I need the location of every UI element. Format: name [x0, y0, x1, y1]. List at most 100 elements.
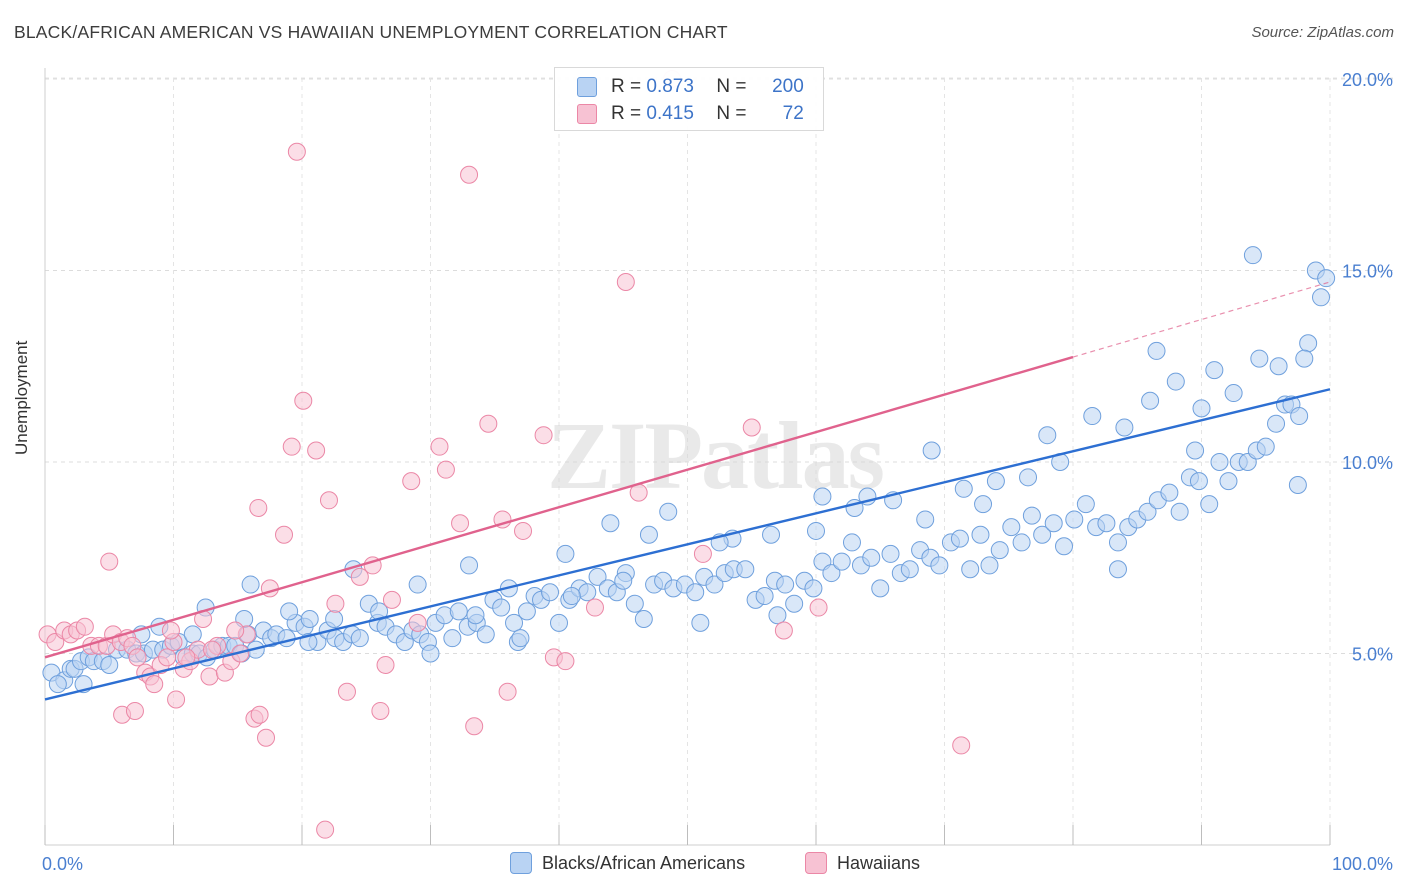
point-blacks — [634, 610, 653, 629]
point-blacks — [1210, 453, 1229, 471]
point-blacks — [492, 598, 511, 617]
point-blacks — [691, 613, 710, 632]
point-blacks — [1033, 525, 1052, 544]
y-tick-label: 20.0% — [1342, 70, 1393, 90]
point-blacks — [466, 606, 485, 625]
point-blacks — [807, 521, 825, 540]
point-hawaiians — [326, 594, 345, 613]
point-blacks — [1002, 518, 1021, 537]
point-blacks — [1200, 495, 1219, 514]
point-blacks — [971, 525, 990, 544]
point-hawaiians — [952, 736, 971, 755]
n-value: 200 — [772, 76, 804, 97]
point-blacks — [922, 441, 941, 460]
point-blacks — [961, 560, 980, 579]
point-blacks — [1115, 418, 1134, 437]
point-blacks — [755, 587, 774, 606]
point-blacks — [505, 613, 524, 632]
n-value: 72 — [782, 103, 804, 124]
legend-item-blacks[interactable]: Blacks/African Americans — [510, 852, 745, 874]
point-hawaiians — [514, 521, 533, 540]
point-blacks — [776, 575, 795, 594]
point-hawaiians — [460, 165, 479, 184]
r-label: R = — [611, 103, 642, 124]
point-blacks — [350, 629, 369, 648]
point-blacks — [1295, 349, 1314, 368]
point-blacks — [842, 533, 861, 552]
point-hawaiians — [75, 617, 94, 636]
point-hawaiians — [125, 701, 144, 720]
point-hawaiians — [250, 705, 269, 724]
point-hawaiians — [451, 514, 470, 533]
point-blacks — [100, 655, 119, 674]
point-blacks — [443, 629, 462, 648]
point-blacks — [588, 567, 607, 586]
point-blacks — [1108, 533, 1127, 552]
point-blacks — [517, 602, 536, 621]
point-blacks — [556, 544, 575, 563]
legend-item-hawaiians[interactable]: Hawaiians — [805, 852, 920, 874]
point-blacks — [1267, 414, 1286, 433]
point-blacks — [1243, 246, 1262, 265]
point-blacks — [950, 529, 969, 548]
trend-line-blacks — [44, 388, 1331, 701]
point-blacks — [476, 625, 495, 644]
point-hawaiians — [616, 272, 635, 291]
watermark: ZIPatlas — [547, 402, 884, 509]
y-tick-label: 10.0% — [1342, 453, 1393, 473]
hawaiians-swatch — [577, 104, 597, 124]
point-blacks — [449, 602, 468, 621]
point-blacks — [862, 548, 881, 567]
point-blacks — [954, 479, 973, 498]
point-hawaiians — [100, 552, 119, 571]
point-blacks — [871, 579, 890, 598]
chart-title: BLACK/AFRICAN AMERICAN VS HAWAIIAN UNEMP… — [14, 22, 728, 42]
r-value: 0.415 — [646, 103, 694, 124]
point-blacks — [48, 675, 67, 694]
point-hawaiians — [534, 426, 553, 445]
point-blacks — [562, 587, 581, 606]
point-blacks — [974, 495, 993, 514]
point-blacks — [1312, 288, 1331, 307]
point-hawaiians — [402, 472, 421, 491]
point-blacks — [1219, 472, 1238, 491]
point-blacks — [1022, 506, 1041, 525]
trend-lines — [44, 281, 1331, 701]
point-blacks — [1083, 407, 1102, 426]
point-hawaiians — [226, 621, 245, 640]
point-hawaiians — [774, 621, 793, 640]
point-blacks — [986, 472, 1005, 491]
point-hawaiians — [316, 820, 335, 839]
point-blacks — [1076, 495, 1095, 514]
x-tick-label: 100.0% — [1332, 854, 1393, 874]
point-blacks — [277, 629, 296, 648]
point-blacks — [813, 487, 832, 506]
r-value: 0.873 — [646, 76, 694, 97]
point-blacks — [1065, 510, 1084, 529]
point-hawaiians — [430, 437, 449, 456]
point-blacks — [1192, 399, 1211, 418]
point-blacks — [1224, 384, 1243, 403]
y-tick-label: 5.0% — [1352, 645, 1393, 665]
point-hawaiians — [167, 690, 186, 709]
point-hawaiians — [282, 437, 301, 456]
point-blacks — [1317, 269, 1336, 288]
point-hawaiians — [479, 414, 498, 433]
point-hawaiians — [585, 598, 604, 617]
point-blacks — [1250, 349, 1269, 368]
point-blacks — [686, 583, 705, 602]
point-blacks — [541, 583, 560, 602]
n-label: N = — [716, 103, 747, 124]
point-blacks — [1038, 426, 1057, 445]
point-blacks — [601, 514, 620, 533]
point-blacks — [881, 544, 900, 563]
point-blacks — [1108, 560, 1127, 579]
point-hawaiians — [382, 590, 401, 609]
point-hawaiians — [203, 640, 222, 659]
point-blacks — [280, 602, 299, 621]
point-blacks — [1205, 361, 1224, 380]
point-hawaiians — [200, 667, 219, 686]
point-blacks — [460, 556, 479, 575]
axes — [44, 68, 1331, 846]
x-tick-label: 0.0% — [42, 854, 83, 874]
